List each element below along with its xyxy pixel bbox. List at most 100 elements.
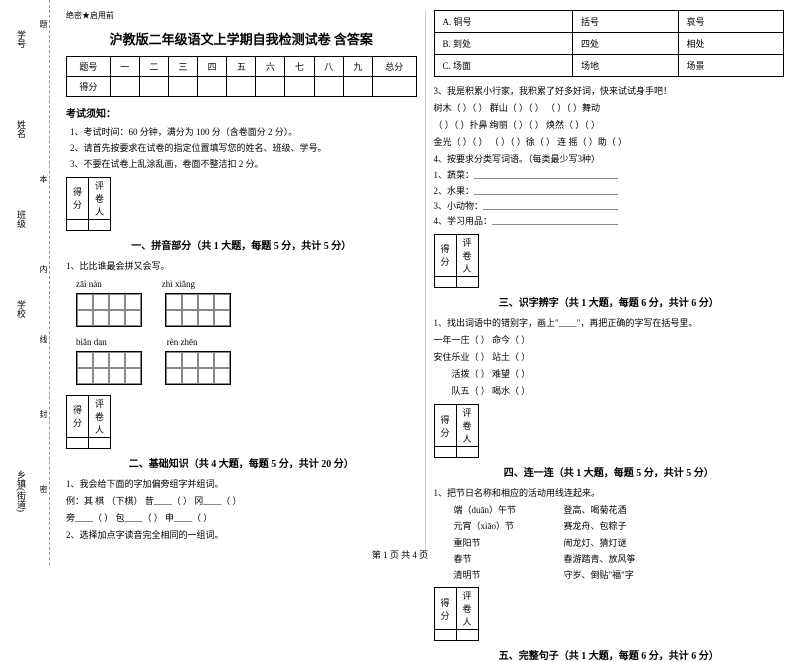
pair-row[interactable]: 元宵（xiāo）节赛龙舟、包粽子: [454, 518, 785, 534]
q-text: 3、我是积累小行家，我积累了好多好词，快来试试身手吧！: [434, 83, 785, 100]
cell: 四处: [573, 33, 678, 55]
cell[interactable]: [434, 630, 456, 641]
cut-mark: 密: [38, 485, 49, 493]
cell[interactable]: [198, 77, 227, 97]
cell: 得分: [67, 77, 111, 97]
match-pairs: 端（duān）午节登高、喝菊花酒 元宵（xiāo）节赛龙舟、包粽子 重阳节闹龙灯…: [434, 502, 785, 583]
margin-label-name: 姓名: [15, 120, 28, 138]
char-grid[interactable]: [165, 293, 231, 327]
score-value-row: 得分: [67, 77, 417, 97]
cell[interactable]: [314, 77, 343, 97]
cell: 相处: [678, 33, 783, 55]
section2-header: 二、基础知识（共 4 大题，每题 5 分，共计 20 分）: [66, 455, 417, 470]
score-header-row: 题号 一 二 三 四 五 六 七 八 九 总分: [67, 57, 417, 77]
cell: 五: [227, 57, 256, 77]
opt-row[interactable]: B. 到处四处相处: [434, 33, 784, 55]
cell[interactable]: [256, 77, 285, 97]
fill-line: 一年一庄（ ） 命今（ ）: [434, 332, 785, 349]
char-grid[interactable]: [165, 351, 231, 385]
option-table: A. 铜号括号哀号 B. 到处四处相处 C. 场面场地场景: [434, 10, 785, 77]
q-text: 1、把节日名称和相应的活动用线连起来。: [434, 485, 785, 502]
cell[interactable]: [456, 630, 478, 641]
opt-row[interactable]: C. 场面场地场景: [434, 55, 784, 77]
cell[interactable]: [89, 437, 111, 448]
opt-row[interactable]: A. 铜号括号哀号: [434, 11, 784, 33]
pair-right: 守岁、倒贴"福"字: [564, 567, 634, 583]
cell: 一: [110, 57, 139, 77]
cell: 括号: [573, 11, 678, 33]
fill-line: 旁____（ ） 包____（ ） 申____（ ）: [66, 510, 417, 527]
cell: 总分: [372, 57, 416, 77]
cell[interactable]: [168, 77, 197, 97]
cell[interactable]: [67, 219, 89, 230]
content-area: 绝密★启用前 沪教版二年级语文上学期自我检测试卷 含答案 题号 一 二 三 四 …: [50, 0, 800, 565]
cell: 四: [198, 57, 227, 77]
q-text: 2、选择加点字读音完全相同的一组词。: [66, 527, 417, 544]
cell: 场景: [678, 55, 783, 77]
cell: 评卷人: [456, 405, 478, 447]
cell: 七: [285, 57, 314, 77]
section3-header: 三、识字辨字（共 1 大题，每题 6 分，共计 6 分）: [434, 294, 785, 309]
exam-page: 学号 姓名 班级 学校 乡镇(街道) 题 本 内 线 封 密 绝密★启用前 沪教…: [0, 0, 800, 565]
q1-text: 1、比比谁最会拼又会写。: [66, 258, 417, 275]
grader-box: 得分评卷人: [434, 404, 479, 458]
cell: 得分: [67, 395, 89, 437]
cell: 得分: [67, 177, 89, 219]
notice-heading: 考试须知：: [66, 105, 417, 120]
fill-line: 金光（ ）（ ） （ ）（ ）徐（ ） 连 摇（ ）助（ ）: [434, 134, 785, 151]
margin-label-id: 学号: [15, 30, 28, 48]
cell[interactable]: [67, 437, 89, 448]
char-grid[interactable]: [76, 293, 142, 327]
cell: 题号: [67, 57, 111, 77]
cell[interactable]: [372, 77, 416, 97]
cell[interactable]: [434, 276, 456, 287]
pair-row[interactable]: 端（duān）午节登高、喝菊花酒: [454, 502, 785, 518]
notice-item: 2、请首先按要求在试卷的指定位置填写您的姓名、班级、学号。: [70, 140, 417, 156]
fill-line: 活拨（ ） 难望（ ）: [434, 366, 785, 383]
list-item: 4、学习用品：____________________________: [434, 214, 785, 229]
fill-line: 队五（ ） 喝水（ ）: [434, 383, 785, 400]
pinyin: zāi nàn: [76, 279, 102, 289]
grader-box: 得分评卷人: [66, 395, 111, 449]
cell: 哀号: [678, 11, 783, 33]
pair-row[interactable]: 清明节守岁、倒贴"福"字: [454, 567, 785, 583]
cell: 二: [139, 57, 168, 77]
list-item: 2、水果：________________________________: [434, 184, 785, 199]
cell: A. 铜号: [434, 11, 573, 33]
cell[interactable]: [139, 77, 168, 97]
cell: 评卷人: [456, 588, 478, 630]
cell: 评卷人: [456, 234, 478, 276]
pair-right: 登高、喝菊花酒: [564, 502, 627, 518]
cut-mark: 封: [38, 410, 49, 418]
cell: 三: [168, 57, 197, 77]
cell[interactable]: [456, 447, 478, 458]
cell[interactable]: [285, 77, 314, 97]
pair-right: 赛龙舟、包粽子: [564, 518, 627, 534]
cut-mark: 本: [38, 175, 49, 183]
cell[interactable]: [456, 276, 478, 287]
secret-label: 绝密★启用前: [66, 10, 417, 21]
cell[interactable]: [227, 77, 256, 97]
cell[interactable]: [89, 219, 111, 230]
margin-label-school: 学校: [15, 300, 28, 318]
pinyin: zhì xiǎng: [162, 279, 195, 289]
cell[interactable]: [434, 447, 456, 458]
cell[interactable]: [343, 77, 372, 97]
grader-box: 得分评卷人: [434, 587, 479, 641]
cell[interactable]: [110, 77, 139, 97]
cell: 评卷人: [89, 177, 111, 219]
fill-line: 安住乐业（ ） 站土（ ）: [434, 349, 785, 366]
cell: 得分: [434, 588, 456, 630]
grader-box: 得分评卷人: [434, 234, 479, 288]
cell: 场地: [573, 55, 678, 77]
q-text: 4、按要求分类写词语。（每类最少写3种）: [434, 151, 785, 168]
cell: C. 场面: [434, 55, 573, 77]
binding-margin: 学号 姓名 班级 学校 乡镇(街道) 题 本 内 线 封 密: [0, 0, 50, 565]
char-grid[interactable]: [76, 351, 142, 385]
page-footer: 第 1 页 共 4 页: [0, 548, 800, 561]
char-grids: [66, 291, 417, 333]
cell: 六: [256, 57, 285, 77]
notice-item: 1、考试时间：60 分钟，满分为 100 分（含卷面分 2 分）。: [70, 124, 417, 140]
pinyin-row: biǎn dan rèn zhēn: [76, 337, 417, 347]
cut-mark: 题: [38, 20, 49, 28]
